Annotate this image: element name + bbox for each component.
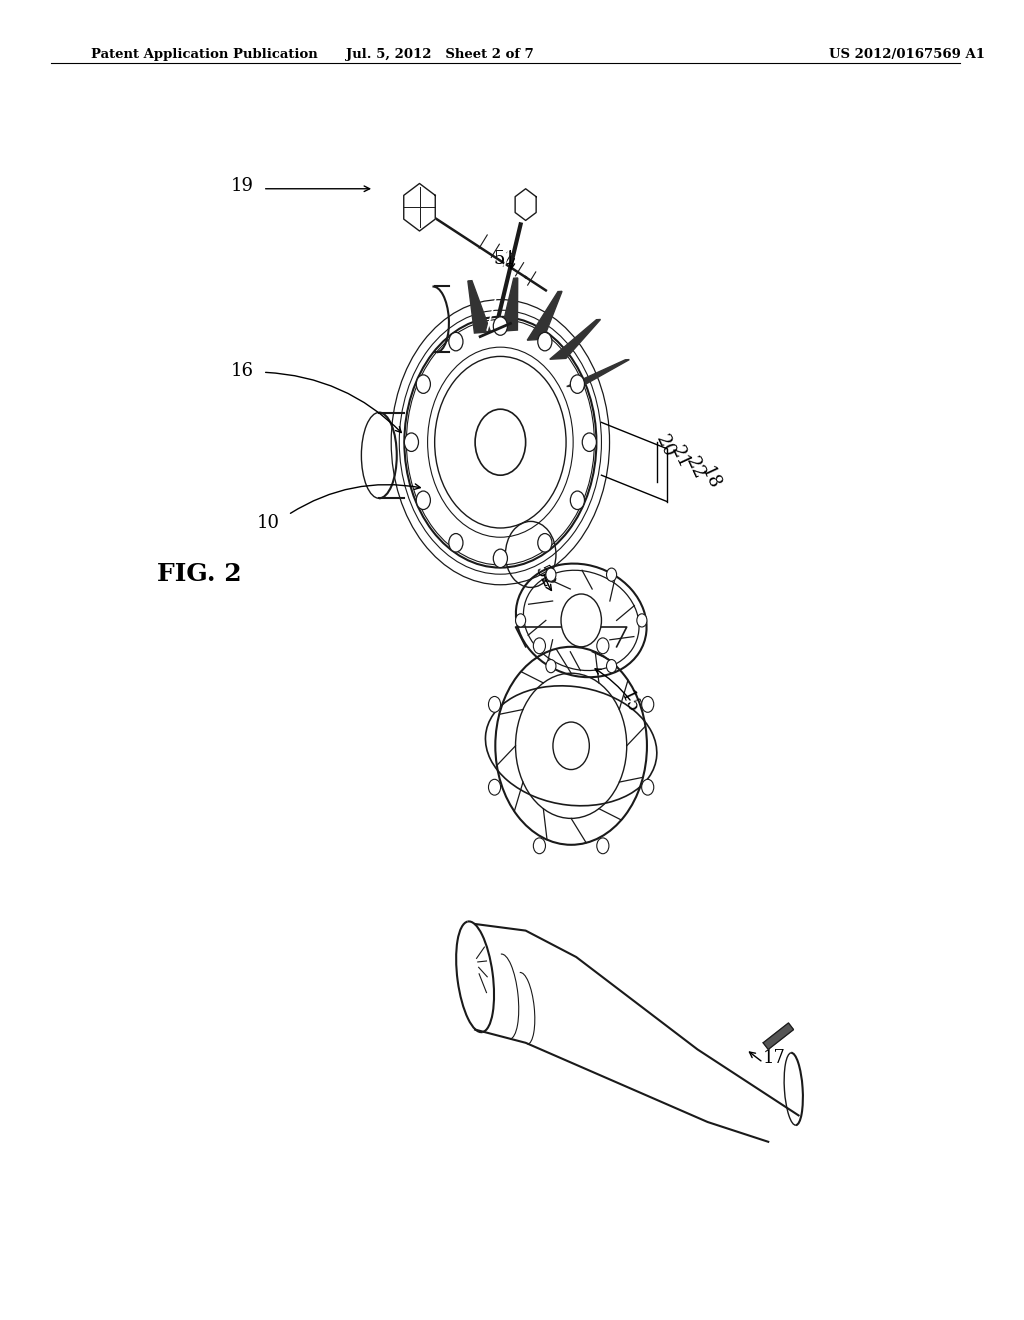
- Polygon shape: [403, 183, 435, 231]
- Text: 22: 22: [682, 454, 709, 482]
- Circle shape: [561, 594, 601, 647]
- Text: 51: 51: [494, 249, 517, 268]
- Text: 18: 18: [697, 463, 724, 492]
- Circle shape: [546, 660, 556, 673]
- Polygon shape: [566, 359, 630, 387]
- Polygon shape: [763, 1023, 794, 1049]
- Polygon shape: [468, 281, 490, 333]
- Text: 19: 19: [231, 177, 254, 195]
- Circle shape: [637, 614, 647, 627]
- Text: 16: 16: [231, 362, 254, 380]
- Text: 20: 20: [652, 433, 678, 461]
- Circle shape: [417, 375, 430, 393]
- Circle shape: [570, 375, 585, 393]
- Circle shape: [597, 638, 609, 653]
- Text: FIG. 2: FIG. 2: [157, 562, 242, 586]
- Circle shape: [538, 533, 552, 552]
- Circle shape: [534, 838, 546, 854]
- Circle shape: [488, 779, 501, 795]
- Polygon shape: [527, 292, 562, 341]
- Circle shape: [538, 333, 552, 351]
- Circle shape: [583, 433, 596, 451]
- Text: 15: 15: [616, 689, 643, 717]
- Circle shape: [494, 317, 508, 335]
- Circle shape: [570, 491, 585, 510]
- Text: Jul. 5, 2012   Sheet 2 of 7: Jul. 5, 2012 Sheet 2 of 7: [346, 48, 534, 61]
- Circle shape: [515, 614, 525, 627]
- Polygon shape: [502, 279, 518, 331]
- Text: 10: 10: [256, 513, 280, 532]
- Circle shape: [488, 697, 501, 713]
- Text: Patent Application Publication: Patent Application Publication: [91, 48, 317, 61]
- Circle shape: [546, 568, 556, 581]
- Circle shape: [449, 333, 463, 351]
- Polygon shape: [515, 189, 537, 220]
- Circle shape: [449, 533, 463, 552]
- Text: 21: 21: [668, 444, 693, 471]
- Circle shape: [475, 409, 525, 475]
- Circle shape: [597, 838, 609, 854]
- Circle shape: [606, 660, 616, 673]
- Circle shape: [404, 433, 419, 451]
- Text: US 2012/0167569 A1: US 2012/0167569 A1: [828, 48, 985, 61]
- Circle shape: [494, 549, 508, 568]
- Polygon shape: [550, 319, 600, 359]
- Circle shape: [417, 491, 430, 510]
- Circle shape: [553, 722, 590, 770]
- Circle shape: [642, 779, 653, 795]
- Text: 17: 17: [763, 1048, 786, 1067]
- Circle shape: [534, 638, 546, 653]
- Circle shape: [606, 568, 616, 581]
- Text: 52: 52: [530, 564, 557, 591]
- Circle shape: [642, 697, 653, 713]
